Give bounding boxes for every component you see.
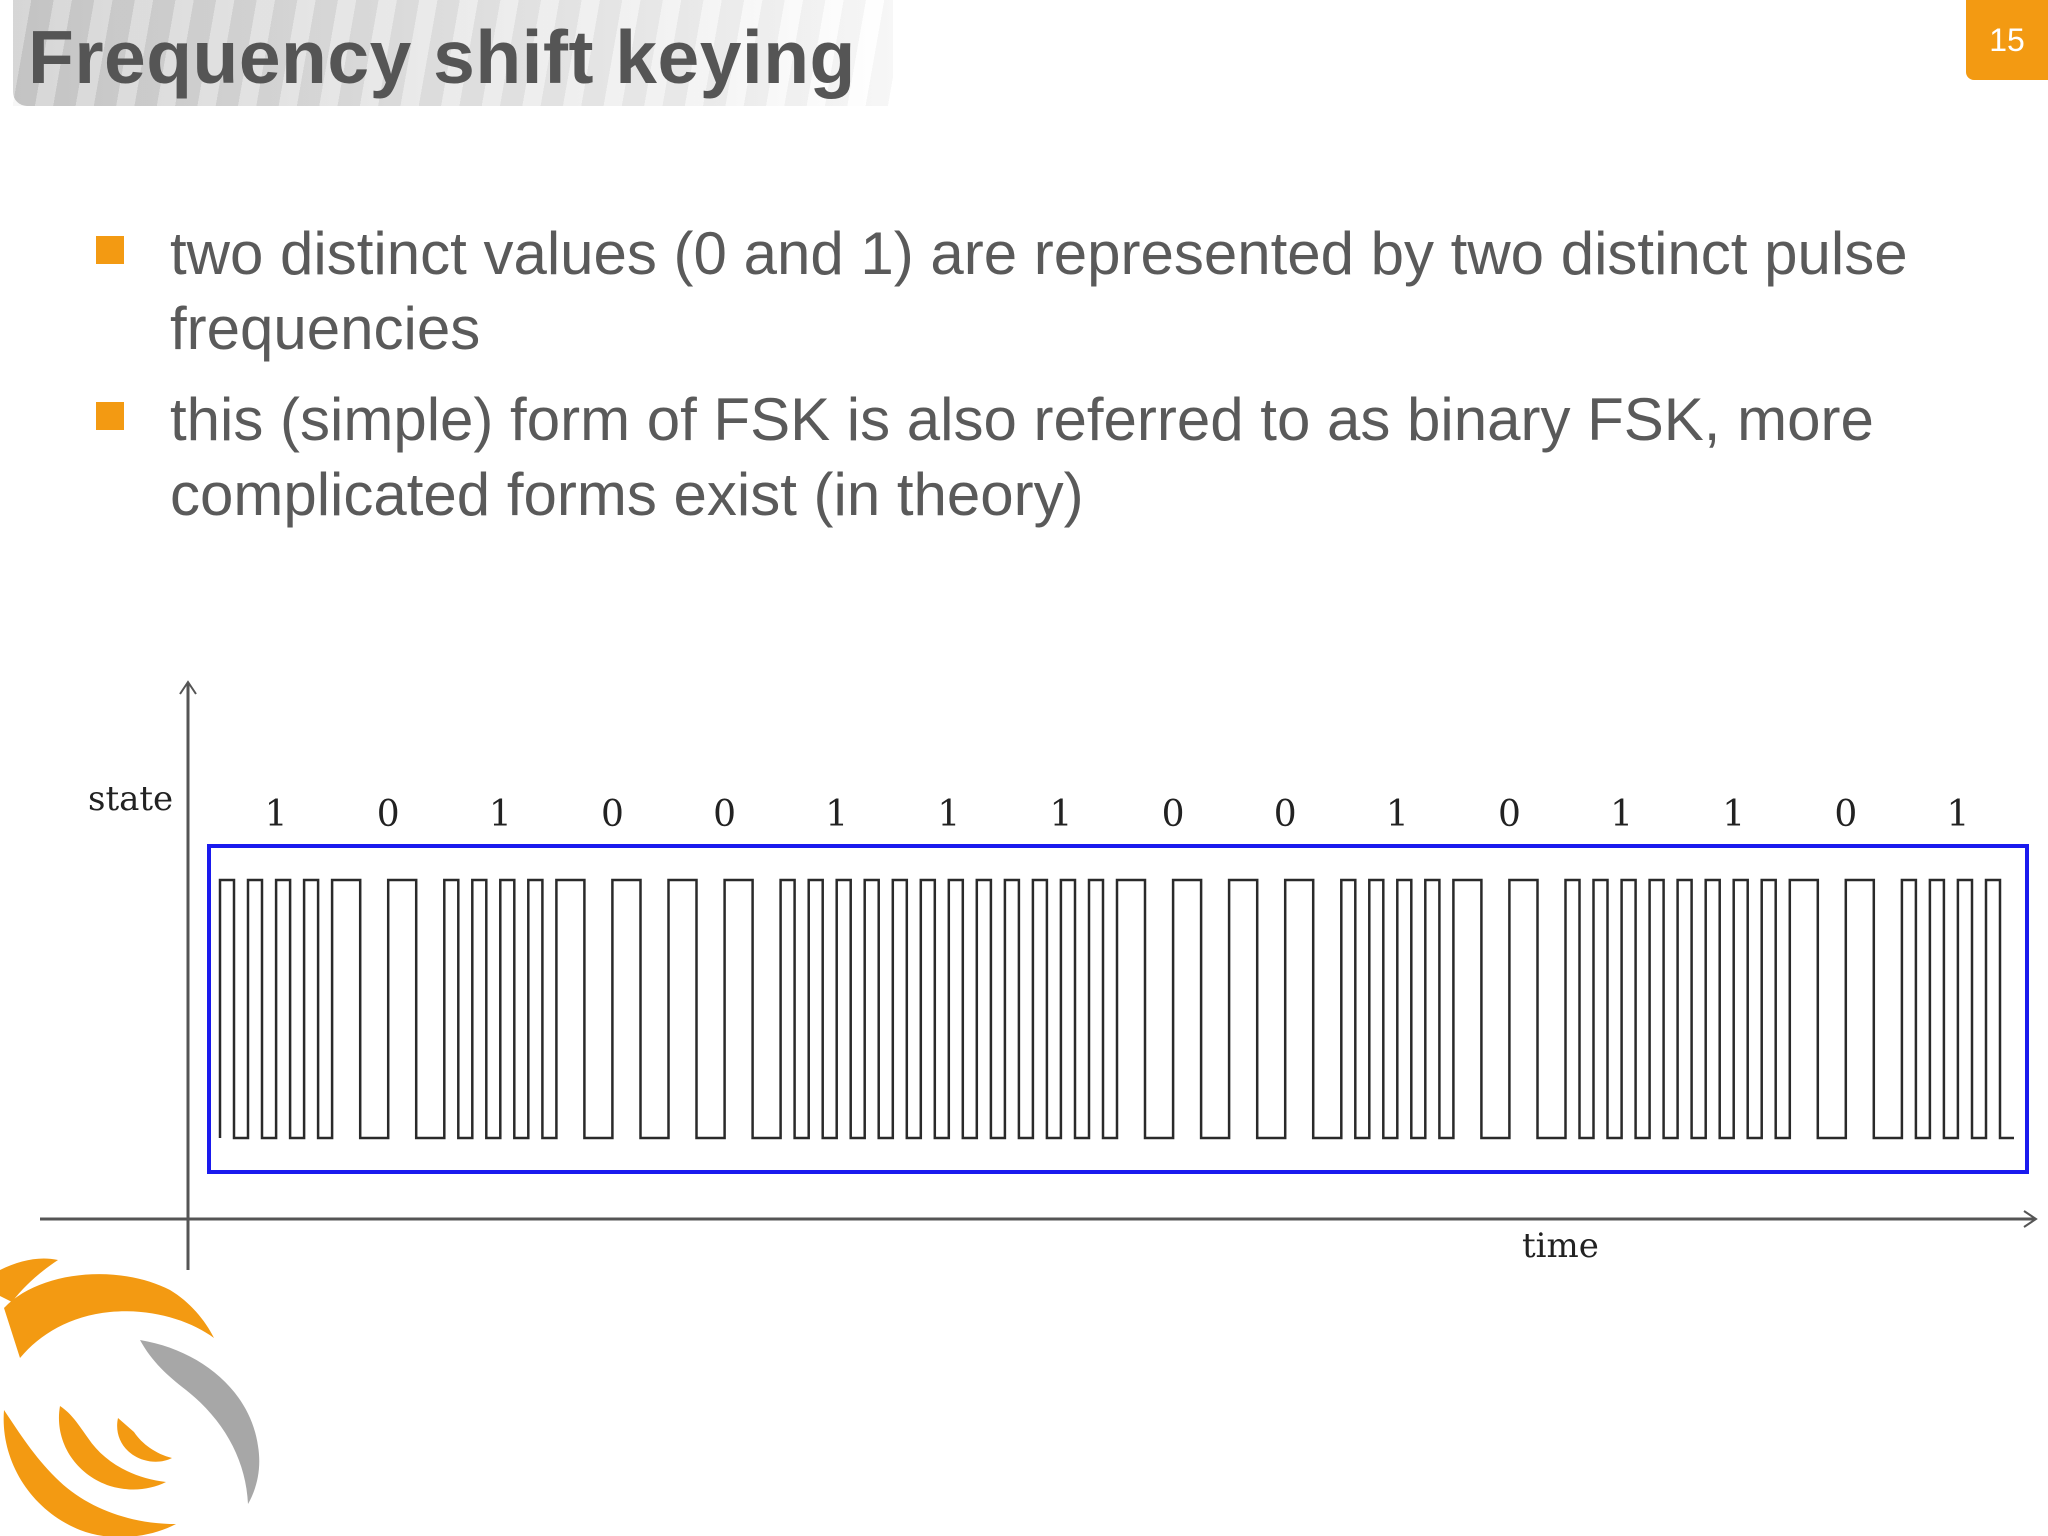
bit-label: 1 — [1722, 794, 1745, 835]
slide-title: Frequency shift keying — [28, 15, 856, 99]
bit-label: 0 — [377, 794, 400, 835]
bullet-text: this (simple) form of FSK is also referr… — [170, 386, 1874, 528]
bit-label: 0 — [1162, 794, 1185, 835]
bit-label: 1 — [489, 794, 512, 835]
bit-label: 0 — [1498, 794, 1521, 835]
bit-label: 0 — [601, 794, 624, 835]
logo-swirl-icon — [0, 1258, 260, 1536]
x-axis-label: time — [1522, 1226, 1599, 1266]
signal-frame — [207, 844, 2029, 1174]
bullet-square-icon — [96, 236, 124, 264]
title-band — [13, 0, 893, 106]
bit-label: 1 — [825, 794, 848, 835]
y-axis-arrow-icon — [179, 680, 197, 695]
bit-label: 1 — [1386, 794, 1409, 835]
bit-label: 0 — [1834, 794, 1857, 835]
bullet-list: two distinct values (0 and 1) are repres… — [94, 216, 1954, 548]
bit-label: 1 — [1946, 794, 1969, 835]
fsk-diagram: state time 1 0 1 0 0 1 1 1 0 0 1 0 1 1 0 1 — [40, 680, 2038, 1270]
bullet-text: two distinct values (0 and 1) are repres… — [170, 220, 1908, 362]
bit-label: 1 — [937, 794, 960, 835]
x-axis-arrow-icon — [2023, 1210, 2038, 1228]
bullet-item: this (simple) form of FSK is also referr… — [94, 382, 1954, 532]
bit-label: 0 — [713, 794, 736, 835]
bit-label: 1 — [265, 794, 288, 835]
bit-label: 1 — [1610, 794, 1633, 835]
bullet-item: two distinct values (0 and 1) are repres… — [94, 216, 1954, 366]
slide-number-badge: 15 — [1966, 0, 2048, 80]
bit-labels: 1 0 1 0 0 1 1 1 0 0 1 0 1 1 0 1 — [265, 794, 1970, 835]
bullet-square-icon — [96, 402, 124, 430]
fsk-signal-waveform — [218, 878, 2014, 1140]
diagram-axes — [40, 680, 2038, 1270]
y-axis-label: state — [88, 779, 173, 819]
bit-label: 0 — [1274, 794, 1297, 835]
bit-label: 1 — [1049, 794, 1072, 835]
